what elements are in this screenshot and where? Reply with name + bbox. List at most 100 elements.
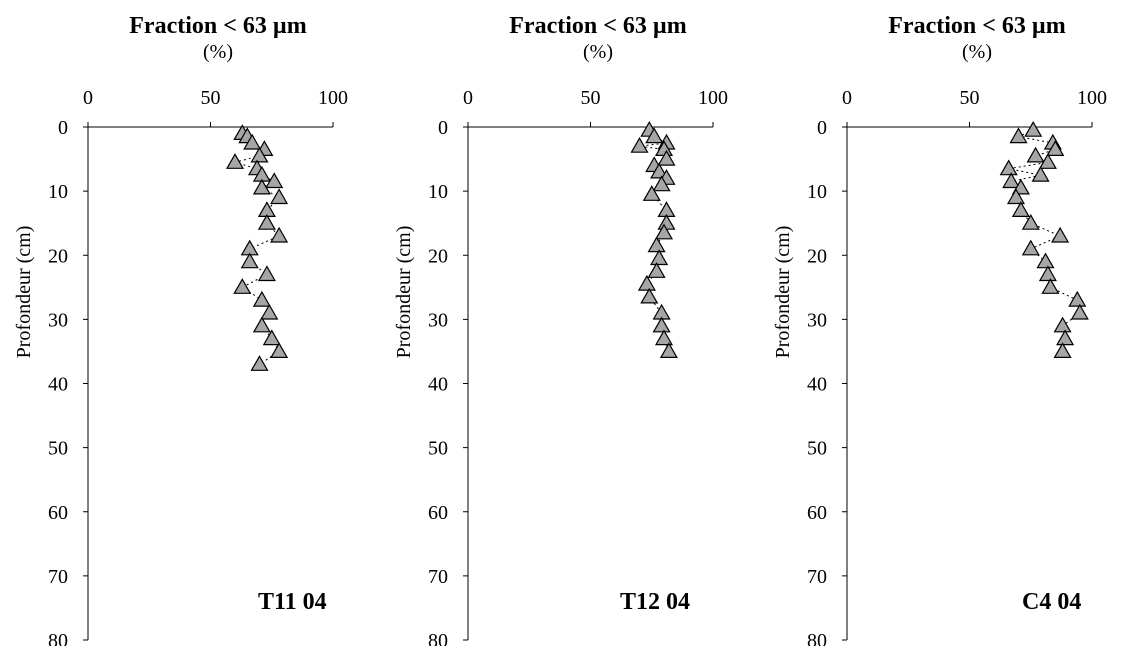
- y-tick-label: 70: [48, 566, 68, 588]
- data-point: [1046, 140, 1065, 156]
- chart-title-unit: (%): [962, 41, 992, 63]
- y-tick-label: 50: [48, 438, 68, 460]
- y-tick-label: 40: [807, 374, 827, 396]
- data-point: [1056, 329, 1075, 346]
- data-point: [243, 133, 262, 150]
- y-tick-label: 60: [807, 502, 827, 524]
- chart-panel-t11-04: Fraction < 63 µm (%) Profondeur (cm) T11…: [0, 0, 380, 646]
- x-tick-label: 50: [960, 87, 980, 109]
- data-point: [1038, 265, 1057, 282]
- data-point: [654, 329, 674, 346]
- data-point: [652, 175, 671, 192]
- data-point: [1021, 239, 1040, 256]
- chart-title-unit: (%): [203, 41, 233, 63]
- y-tick-label: 0: [438, 117, 448, 139]
- plot-area: 0 50 100 0 10 20 30 40 50 60 70 80: [428, 87, 728, 646]
- data-point: [640, 287, 659, 304]
- y-tick-label: 20: [428, 245, 448, 267]
- data-point: [657, 213, 676, 230]
- core-label: C4 04: [1022, 589, 1082, 615]
- data-point: [250, 146, 269, 163]
- y-tick-label: 80: [48, 630, 68, 646]
- data-point: [1053, 316, 1072, 333]
- data-point: [650, 162, 669, 179]
- data-point: [1002, 172, 1021, 189]
- x-tick-label: 50: [581, 87, 601, 109]
- y-tick-label: 20: [807, 245, 827, 267]
- data-point: [1026, 146, 1045, 163]
- data-point: [257, 213, 276, 230]
- data-point: [650, 249, 669, 266]
- data-point: [1031, 165, 1050, 182]
- data-point: [250, 355, 269, 371]
- x-tick-label: 50: [201, 87, 221, 109]
- data-point: [647, 236, 666, 253]
- y-tick-label: 0: [817, 117, 827, 139]
- data-point: [252, 316, 271, 333]
- data-point: [233, 278, 252, 294]
- y-tick-label: 10: [48, 181, 68, 203]
- y-tick-label: 50: [428, 438, 448, 460]
- y-tick-label: 40: [428, 374, 448, 396]
- data-point: [1038, 153, 1057, 169]
- x-tick-label: 0: [83, 87, 93, 109]
- data-point: [654, 223, 674, 240]
- data-point: [1036, 252, 1055, 269]
- x-tick-label: 100: [698, 87, 728, 109]
- y-tick-label: 30: [48, 309, 68, 331]
- data-point: [1068, 290, 1087, 307]
- y-tick-label: 60: [428, 502, 448, 524]
- data-point: [659, 342, 678, 358]
- data-point: [265, 172, 284, 189]
- y-tick-label: 60: [48, 502, 68, 524]
- data-point: [252, 290, 271, 307]
- data-point: [647, 262, 666, 278]
- data-point: [240, 252, 259, 269]
- chart-title: Fraction < 63 µm: [888, 13, 1066, 39]
- y-tick-label: 20: [48, 245, 68, 267]
- data-point: [262, 329, 281, 346]
- data-point: [1011, 201, 1030, 217]
- y-tick-label: 80: [428, 630, 448, 646]
- data-point: [1051, 226, 1070, 243]
- data-point: [1053, 342, 1072, 358]
- y-tick-label: 40: [48, 374, 68, 396]
- data-point: [1070, 303, 1089, 320]
- y-tick-label: 10: [428, 181, 448, 203]
- core-label: T11 04: [258, 589, 327, 615]
- y-tick-label: 10: [807, 181, 827, 203]
- data-point: [642, 185, 661, 201]
- chart-title: Fraction < 63 µm: [509, 13, 687, 39]
- data-point: [637, 274, 656, 291]
- data-point: [1021, 213, 1040, 230]
- data-point: [1024, 120, 1043, 137]
- y-tick-label: 70: [428, 566, 448, 588]
- y-tick-label: 30: [428, 309, 448, 331]
- data-point: [270, 226, 289, 243]
- data-point: [225, 153, 245, 169]
- data-point: [657, 149, 676, 166]
- data-point: [1006, 188, 1026, 205]
- chart-title-unit: (%): [583, 41, 613, 63]
- series-line: [639, 129, 670, 352]
- y-tick-label: 80: [807, 630, 827, 646]
- y-tick-label: 0: [58, 117, 68, 139]
- y-tick-label: 70: [807, 566, 827, 588]
- plot-area: 0 50 100 0 10 20 30 40 50 60 70 80: [48, 87, 348, 646]
- data-point: [999, 159, 1018, 176]
- y-tick-label: 30: [807, 309, 827, 331]
- data-point: [652, 316, 671, 333]
- data-point: [1009, 127, 1028, 144]
- core-label: T12 04: [620, 589, 691, 615]
- x-tick-label: 100: [318, 87, 348, 109]
- data-point: [645, 127, 664, 144]
- x-tick-label: 0: [842, 87, 852, 109]
- chart-title: Fraction < 63 µm: [129, 13, 307, 39]
- data-point: [260, 303, 279, 320]
- x-tick-label: 100: [1077, 87, 1107, 109]
- data-point: [270, 342, 289, 358]
- chart-panel-t12-04: Fraction < 63 µm (%) Profondeur (cm) T12…: [380, 0, 760, 646]
- x-tick-label: 0: [463, 87, 473, 109]
- plot-area: 0 50 100 0 10 20 30 40 50 60 70 80: [807, 87, 1107, 646]
- data-point: [630, 136, 649, 153]
